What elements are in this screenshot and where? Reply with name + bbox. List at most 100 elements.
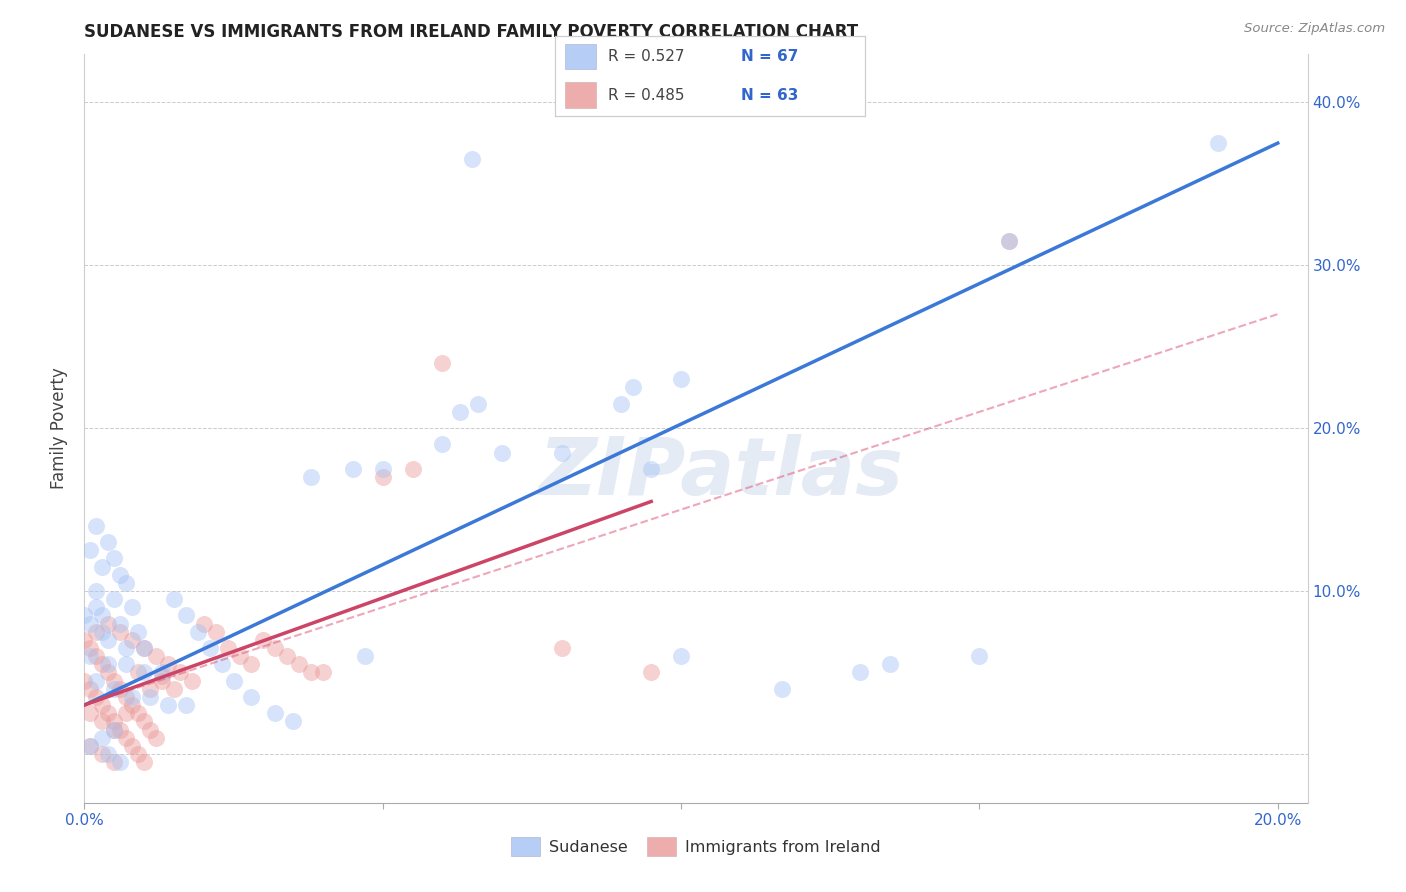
Point [79, 641, 101, 656]
Point [163, 592, 186, 607]
Point [150, 665, 173, 680]
Point [103, 673, 125, 688]
Point [84, 690, 107, 704]
Point [79, 706, 101, 721]
Point [115, 641, 138, 656]
Point [998, 234, 1021, 248]
Point [79, 649, 101, 664]
Point [217, 641, 239, 656]
Point [353, 649, 375, 664]
Point [169, 665, 191, 680]
Point [79, 681, 101, 696]
Point [121, 632, 143, 647]
Point [849, 665, 872, 680]
Point [79, 739, 101, 753]
Point [449, 405, 471, 419]
Point [103, 551, 125, 566]
Point [73, 673, 96, 688]
Point [108, 681, 131, 696]
Point [97, 706, 120, 721]
Point [84, 673, 107, 688]
Point [132, 665, 155, 680]
Point [222, 673, 245, 688]
Point [132, 641, 155, 656]
Point [198, 641, 221, 656]
Point [132, 641, 155, 656]
Point [97, 616, 120, 631]
Point [97, 657, 120, 672]
Point [312, 665, 335, 680]
Point [163, 681, 186, 696]
Point [432, 356, 454, 370]
Point [371, 462, 394, 476]
Point [174, 608, 197, 623]
Point [299, 470, 322, 484]
Point [121, 600, 143, 615]
Point [240, 690, 263, 704]
Point [283, 714, 305, 729]
Point [461, 153, 484, 167]
Point [73, 608, 96, 623]
Point [115, 706, 138, 721]
Point [264, 706, 287, 721]
Point [103, 723, 125, 737]
Point [288, 657, 311, 672]
Point [91, 731, 114, 745]
Point [127, 665, 149, 680]
Point [621, 380, 644, 394]
Point [193, 616, 215, 631]
Point [132, 714, 155, 729]
Text: N = 67: N = 67 [741, 49, 799, 64]
Point [432, 437, 454, 451]
Y-axis label: Family Poverty: Family Poverty [51, 368, 69, 489]
Point [252, 632, 274, 647]
Point [103, 714, 125, 729]
Point [211, 657, 233, 672]
Point [103, 681, 125, 696]
Point [998, 234, 1021, 248]
Text: R = 0.485: R = 0.485 [607, 87, 685, 103]
Point [150, 669, 173, 683]
Point [371, 470, 394, 484]
Point [84, 624, 107, 639]
Point [299, 665, 322, 680]
Point [264, 641, 287, 656]
Point [97, 632, 120, 647]
Point [97, 747, 120, 761]
Point [551, 641, 574, 656]
Point [276, 649, 298, 664]
Point [174, 698, 197, 712]
Point [91, 747, 114, 761]
Point [204, 624, 226, 639]
Point [491, 445, 513, 459]
Text: ZIPatlas: ZIPatlas [538, 434, 903, 512]
Point [115, 575, 138, 590]
Point [91, 714, 114, 729]
Point [115, 657, 138, 672]
Point [91, 559, 114, 574]
Point [79, 616, 101, 631]
Point [228, 649, 250, 664]
Point [772, 681, 794, 696]
Point [139, 723, 162, 737]
Point [969, 649, 991, 664]
Text: R = 0.527: R = 0.527 [607, 49, 685, 64]
Bar [565, 44, 596, 70]
Point [127, 747, 149, 761]
Point [115, 690, 138, 704]
Point [401, 462, 423, 476]
Point [879, 657, 901, 672]
Point [610, 397, 633, 411]
Point [108, 755, 131, 769]
Point [156, 698, 179, 712]
Point [84, 600, 107, 615]
Point [108, 624, 131, 639]
Point [240, 657, 263, 672]
Point [103, 592, 125, 607]
Point [103, 755, 125, 769]
Point [79, 739, 101, 753]
Point [640, 462, 662, 476]
Point [115, 731, 138, 745]
Point [640, 665, 662, 680]
Point [132, 755, 155, 769]
